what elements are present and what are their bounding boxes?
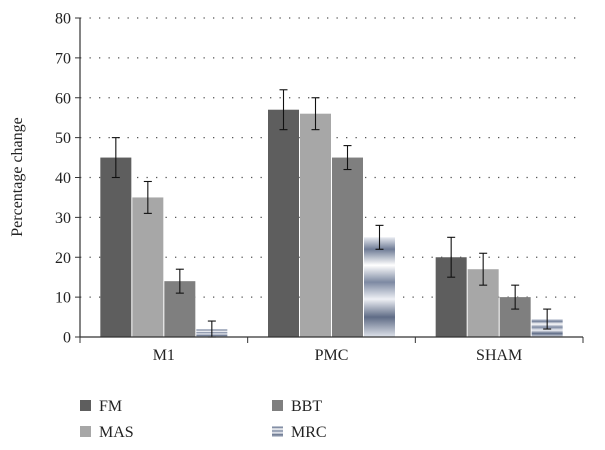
legend-swatch — [80, 400, 91, 411]
error-bar-bbt-m1 — [175, 268, 184, 294]
x-tick-label: PMC — [315, 347, 349, 364]
legend-label: MAS — [99, 424, 134, 441]
y-tick-label: 30 — [55, 210, 71, 227]
y-tick-label: 0 — [63, 330, 71, 347]
error-bars — [111, 89, 552, 338]
y-tick-label: 20 — [55, 250, 71, 267]
error-bar-mas-m1 — [143, 180, 152, 214]
bar-mrc-pmc — [364, 237, 395, 337]
legend: FM MAS BBT MRC — [80, 398, 327, 441]
bar-bbt-pmc — [332, 157, 363, 337]
legend-label: BBT — [291, 398, 322, 415]
bar-mas-pmc — [300, 113, 331, 337]
error-bar-mas-pmc — [311, 97, 320, 131]
y-tick-label: 80 — [55, 11, 71, 28]
bar-fm-pmc — [268, 109, 299, 338]
error-bar-bbt-pmc — [343, 145, 352, 171]
bar-fm-m1 — [100, 157, 132, 337]
y-tick-label: 40 — [55, 170, 71, 187]
y-tick-label: 60 — [55, 90, 71, 107]
bar-mas-m1 — [132, 197, 164, 337]
axes: 0 10 20 30 40 50 60 70 80 M1 PMC SHAM — [55, 11, 584, 364]
legend-item-mas: MAS — [80, 424, 134, 441]
bars — [100, 109, 563, 338]
legend-item-bbt: BBT — [272, 398, 322, 415]
legend-label: FM — [99, 398, 122, 415]
legend-item-fm: FM — [80, 398, 122, 415]
error-bar-bbt-sham — [511, 284, 520, 310]
error-bar-fm-pmc — [279, 89, 288, 131]
error-bar-fm-sham — [447, 236, 456, 278]
legend-label: MRC — [291, 424, 327, 441]
error-bar-fm-m1 — [111, 137, 120, 179]
y-tick-label: 50 — [55, 130, 71, 147]
legend-swatch — [272, 400, 283, 411]
x-tick-label: M1 — [153, 347, 175, 364]
legend-swatch — [80, 426, 91, 437]
legend-swatch — [272, 426, 283, 437]
gridlines — [80, 17, 583, 298]
error-bar-mrc-pmc — [375, 224, 384, 250]
legend-item-mrc: MRC — [272, 424, 327, 441]
x-tick-label: SHAM — [476, 347, 522, 364]
error-bar-mrc-sham — [543, 308, 552, 330]
y-tick-label: 70 — [55, 50, 71, 67]
y-axis-title: Percentage change — [9, 117, 26, 236]
error-bar-mas-sham — [479, 252, 488, 286]
y-tick-label: 10 — [55, 290, 71, 307]
